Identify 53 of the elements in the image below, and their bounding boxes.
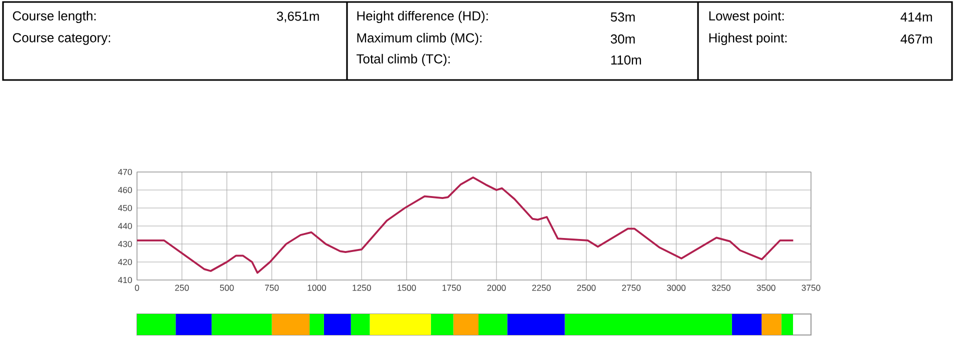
bar <box>507 314 565 335</box>
y-tick-label: 460 <box>118 186 132 194</box>
bar <box>430 314 454 335</box>
bar <box>212 314 272 335</box>
line-series <box>136 176 794 274</box>
x-tick-label: 3000 <box>666 284 686 291</box>
bar <box>564 314 732 335</box>
x-tick-label: 3250 <box>712 284 730 291</box>
bar <box>176 314 212 335</box>
y-tick-label: 420 <box>118 258 132 266</box>
bar <box>324 314 351 335</box>
x-tick-label: 2750 <box>622 284 641 291</box>
x-tick-label: 500 <box>220 284 234 291</box>
x-tick-label: 0 <box>134 284 140 291</box>
bar <box>370 314 431 335</box>
x-tick-label: 3750 <box>802 284 820 291</box>
y-tick-label: 450 <box>118 204 132 212</box>
text: Course length: <box>12 10 96 24</box>
text: 30m <box>610 34 635 44</box>
bar <box>732 314 762 335</box>
bar <box>350 314 370 335</box>
bar <box>781 314 794 335</box>
x-tick-label: 2250 <box>532 284 551 291</box>
x-tick-label: 250 <box>175 284 189 291</box>
x-tick-label: 1500 <box>398 284 416 291</box>
x-tick-label: 2000 <box>487 284 506 291</box>
x-tick-label: 2500 <box>577 284 596 291</box>
text: Course category: <box>12 33 110 45</box>
x-tick-label: 1250 <box>352 284 371 291</box>
bar <box>272 314 310 335</box>
bar <box>310 314 324 335</box>
text: 3,651m <box>276 12 319 22</box>
bar <box>762 314 782 335</box>
text: Total climb (TC): <box>356 54 450 66</box>
y-tick-label: 470 <box>118 168 132 176</box>
x-tick-label: 750 <box>265 284 279 291</box>
text: 414m <box>900 12 932 22</box>
x-tick-label: 3500 <box>756 284 776 291</box>
bar <box>453 314 478 335</box>
bar <box>478 314 508 335</box>
text: Height difference (HD): <box>357 10 488 24</box>
y-tick-label: 440 <box>118 222 132 230</box>
text: Maximum climb (MC): <box>357 32 482 46</box>
x-tick-label: 1750 <box>442 284 461 291</box>
text: Lowest point: <box>709 10 784 24</box>
y-tick-label: 430 <box>118 240 132 248</box>
y-tick-label: 410 <box>118 276 132 284</box>
bar <box>137 314 176 335</box>
text: 53m <box>610 12 635 22</box>
x-tick-label: 1000 <box>308 284 326 291</box>
text: 110m <box>611 55 641 65</box>
text: 467m <box>900 34 932 44</box>
text: Highest point: <box>709 32 787 46</box>
